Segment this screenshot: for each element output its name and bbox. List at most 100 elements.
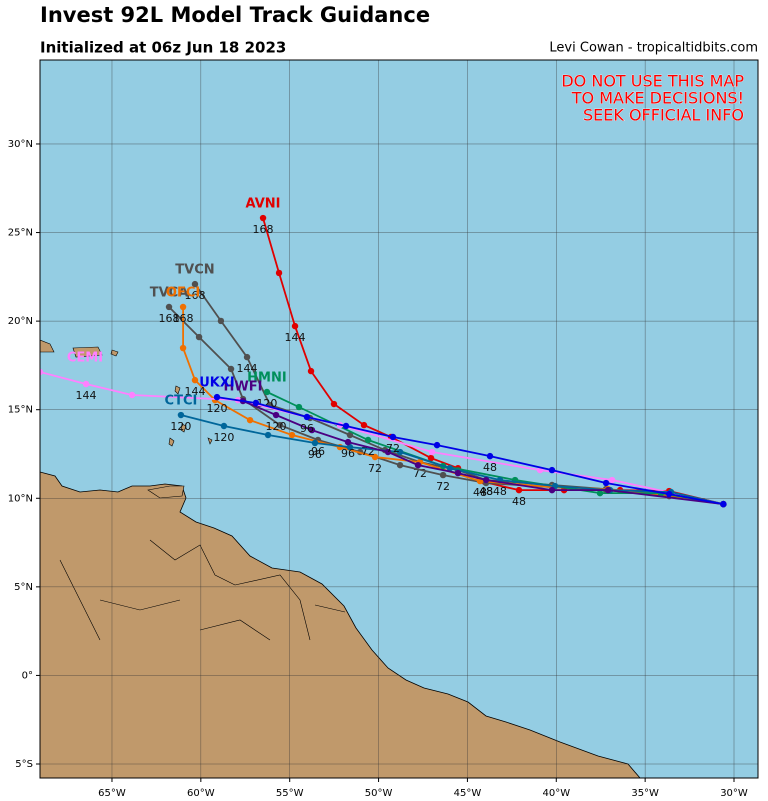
hour-label: 96 [341, 447, 355, 460]
track-point [179, 303, 187, 311]
track-point [486, 452, 494, 460]
track-point [414, 461, 422, 469]
y-tick-label: 15°N [8, 405, 33, 416]
track-point [243, 353, 251, 361]
track-point [195, 333, 203, 341]
model-name: UKXI [199, 376, 235, 391]
track-point [454, 469, 462, 477]
track-point [264, 431, 272, 439]
y-tick-label: 25°N [8, 228, 33, 239]
hour-label: 72 [386, 442, 400, 455]
track-point [288, 431, 296, 439]
track-point [665, 490, 673, 498]
map-area [40, 60, 758, 778]
hour-label: 48 [512, 495, 526, 508]
track-point [165, 303, 173, 311]
track-point [191, 376, 199, 384]
title: Invest 92L Model Track Guidance [40, 3, 430, 27]
model-name: CEMI [67, 350, 103, 365]
track-point [179, 344, 187, 352]
hour-label: 96 [300, 422, 314, 435]
x-tick-label: 30°W [720, 788, 748, 799]
hour-label: 144 [76, 389, 97, 402]
hour-label: 168 [253, 223, 274, 236]
track-point [191, 280, 199, 288]
track-point [360, 421, 368, 429]
hour-label: 72 [436, 480, 450, 493]
warning-line: SEEK OFFICIAL INFO [583, 106, 744, 125]
track-point [217, 317, 225, 325]
track-point [308, 426, 316, 434]
tracks: 4814416848721441687296168487214416872120… [40, 214, 727, 508]
hour-label: 48 [479, 485, 493, 498]
track-point [427, 454, 435, 462]
hour-label: 168 [184, 289, 205, 302]
warning-line: TO MAKE DECISIONS! [571, 89, 744, 108]
track-point [608, 476, 616, 484]
model-name: HWFI [223, 380, 262, 395]
track-point [177, 411, 185, 419]
y-tick-label: 0° [22, 670, 33, 681]
x-tick-label: 50°W [365, 788, 393, 799]
track-point [82, 380, 90, 388]
model-name: HMNI [247, 370, 287, 385]
track-point [346, 431, 354, 439]
track-point [602, 479, 610, 487]
hour-label: 48 [483, 461, 497, 474]
x-tick-label: 55°W [276, 788, 304, 799]
hour-label: 120 [170, 420, 191, 433]
track-point [344, 438, 352, 446]
track-point [128, 391, 136, 399]
grid [40, 60, 758, 778]
track-point [433, 441, 441, 449]
map-frame [39, 59, 759, 779]
hour-label: 120 [266, 420, 287, 433]
track-point [252, 399, 260, 407]
model-name: TVCA [150, 285, 189, 300]
credit: Levi Cowan - tropicaltidbits.com [549, 41, 758, 56]
model-name: CTCI [165, 394, 198, 409]
track-point [548, 486, 556, 494]
track-point [396, 461, 404, 469]
y-tick-label: 30°N [8, 139, 33, 150]
hour-label: 96 [311, 445, 325, 458]
ticks: 65°W 60°W 55°W 50°W 45°W 40°W 35°W 30°W 5°S 0° 5°N… [8, 139, 748, 799]
hour-label: 144 [184, 385, 205, 398]
track-point [311, 439, 319, 447]
track-point [213, 393, 221, 401]
track-point [515, 486, 523, 494]
model-name: TVCN [175, 263, 214, 278]
y-tick-label: 5°S [15, 759, 33, 770]
track-point [263, 388, 271, 396]
x-tick-label: 35°W [631, 788, 659, 799]
track-point [439, 471, 447, 479]
hour-label: 96 [308, 448, 322, 461]
track-point [384, 448, 392, 456]
hour-label: 144 [237, 362, 258, 375]
track-point [596, 489, 604, 497]
caribbean-islands [40, 339, 213, 499]
track-point [604, 486, 612, 494]
x-tick-label: 40°W [542, 788, 570, 799]
hour-label: 72 [368, 462, 382, 475]
track-point [482, 476, 490, 484]
hour-label: 168 [173, 312, 194, 325]
track-line [266, 391, 724, 505]
track-point [307, 367, 315, 375]
hour-label: 48 [473, 486, 487, 499]
borders [59, 539, 346, 641]
track-point [291, 322, 299, 330]
x-tick-label: 65°W [98, 788, 126, 799]
hour-label: 144 [285, 331, 306, 344]
track-point [548, 466, 556, 474]
warning-line: DO NOT USE THIS MAP [561, 72, 744, 91]
hour-label: 120 [213, 431, 234, 444]
track-point [396, 448, 404, 456]
track-point [275, 269, 283, 277]
y-tick-label: 5°N [14, 582, 33, 593]
hour-label: 168 [159, 312, 180, 325]
track-point [272, 411, 280, 419]
track-point [246, 416, 254, 424]
